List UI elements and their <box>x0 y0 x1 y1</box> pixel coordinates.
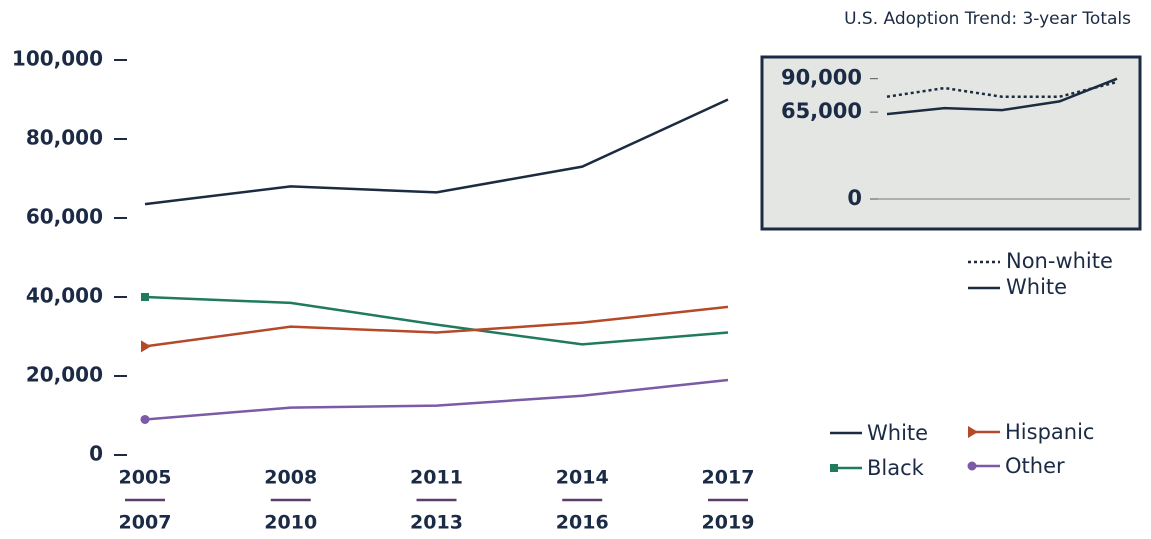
x-tick-label: 2017 <box>702 467 755 489</box>
x-tick-label: 2016 <box>556 512 609 534</box>
x-tick-label: 2008 <box>264 467 317 489</box>
y-tick-label: 0 <box>89 442 103 466</box>
legend-label: Non-white <box>1006 249 1113 273</box>
x-tick-label: 2013 <box>410 512 463 534</box>
y-tick-label: 20,000 <box>26 363 103 387</box>
x-tick-label: 2011 <box>410 467 463 489</box>
legend-label: Black <box>867 456 925 480</box>
x-tick-label: 2014 <box>556 467 609 489</box>
inset-y-tick-label: 90,000 <box>781 66 862 90</box>
marker <box>141 340 151 353</box>
x-tick-label: 2010 <box>264 512 317 534</box>
legend-label: White <box>1006 275 1067 299</box>
x-tick-label: 2005 <box>119 467 172 489</box>
y-tick-label: 60,000 <box>26 205 103 229</box>
y-tick-label: 40,000 <box>26 284 103 308</box>
y-tick-label: 100,000 <box>12 47 103 71</box>
inset-title: U.S. Adoption Trend: 3-year Totals <box>844 9 1131 29</box>
series-line <box>144 305 729 348</box>
marker <box>967 461 977 471</box>
series-line <box>144 378 729 421</box>
legend-label: Hispanic <box>1005 420 1094 444</box>
marker <box>968 426 978 438</box>
series-line <box>886 77 1118 116</box>
y-tick-label: 80,000 <box>26 126 103 150</box>
series-line <box>144 295 729 346</box>
marker <box>830 464 838 472</box>
marker <box>141 293 149 301</box>
marker <box>140 414 150 424</box>
x-tick-label: 2019 <box>702 512 755 534</box>
inset-y-tick-label: 0 <box>847 186 862 210</box>
series-line <box>886 80 1118 98</box>
legend-label: Other <box>1005 454 1065 478</box>
inset-frame <box>760 55 1142 231</box>
x-tick-label: 2007 <box>119 512 172 534</box>
series-line <box>144 98 729 206</box>
inset-y-tick-label: 65,000 <box>781 99 862 123</box>
legend-label: White <box>867 421 928 445</box>
